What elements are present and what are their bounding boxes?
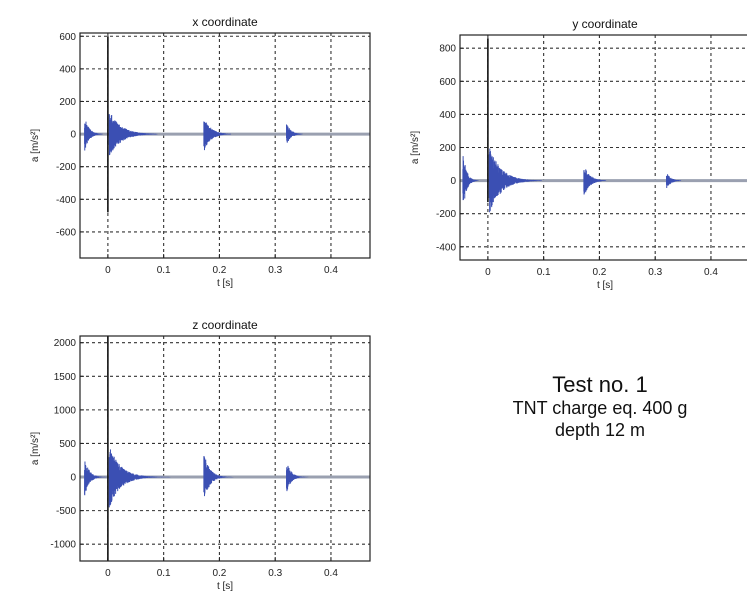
signal-trace	[80, 36, 370, 213]
x-tick-label: 0.1	[157, 265, 171, 276]
plot-frame	[459, 34, 747, 261]
x-tick-label: 0.2	[592, 267, 606, 278]
y-tick-label: 0	[70, 473, 76, 484]
chart-title: y coordinate	[572, 17, 638, 31]
x-tick-label: 0.2	[212, 568, 226, 579]
x-tick-label: 0.1	[537, 267, 551, 278]
y-tick-label: -600	[56, 227, 76, 238]
y-tick-label: 400	[59, 64, 76, 75]
x-tick-label: 0.3	[268, 568, 282, 579]
y-tick-label: -500	[56, 506, 76, 517]
y-tick-label: 600	[59, 32, 76, 43]
plot-area	[460, 35, 747, 260]
y-tick-label: -1000	[50, 540, 76, 551]
y-tick-label: 0	[450, 176, 456, 187]
y-tick-label: 600	[439, 77, 456, 88]
x-tick-label: 0.1	[157, 568, 171, 579]
y-axis-label: a [m/s²]	[30, 432, 41, 466]
y-tick-label: 200	[439, 143, 456, 154]
y-tick-label: 200	[59, 97, 76, 108]
y-tick-label: -400	[56, 195, 76, 206]
y-tick-label: 500	[59, 439, 76, 450]
x-tick-label: 0	[105, 568, 111, 579]
plot-area	[80, 336, 370, 561]
x-tick-label: 0.2	[212, 265, 226, 276]
y-tick-label: 800	[439, 44, 456, 55]
plot-frame	[79, 32, 371, 259]
y-tick-label: 1500	[54, 372, 77, 383]
x-tick-label: 0.4	[704, 267, 718, 278]
chart-title: z coordinate	[192, 318, 258, 332]
x-tick-label: 0	[485, 267, 491, 278]
signal-trace	[80, 336, 370, 561]
signal-bursts	[84, 114, 303, 156]
y-tick-label: -400	[436, 242, 456, 253]
y-axis-label: a [m/s²]	[410, 131, 421, 165]
y-tick-label: -200	[56, 162, 76, 173]
test-number-label: Test no. 1	[552, 372, 648, 397]
x-tick-label: 0.3	[648, 267, 662, 278]
y-tick-label: 1000	[54, 405, 77, 416]
chart-panel-1: 0 0.1 0.2 0.3 0.4 -600 -400 -200 0 200 400 600 x coo…	[30, 15, 371, 289]
chart-panel-3: 0 0.1 0.2 0.3 0.4 -1000 -500 0 500 1000 1500 2000 z …	[30, 318, 371, 592]
depth-label: depth 12 m	[554, 420, 646, 440]
y-tick-label: 0	[70, 130, 76, 141]
x-tick-label: 0	[105, 265, 111, 276]
signal-bursts	[84, 449, 309, 508]
x-axis-label: t [s]	[217, 278, 233, 289]
chart-panel-2: 0 0.1 0.2 0.3 0.4 -400 -200 0 200 400 600 800 y coor…	[410, 17, 747, 291]
chart-title: x coordinate	[192, 15, 258, 29]
y-tick-label: 400	[439, 110, 456, 121]
tnt-charge-label: TNT charge eq. 400 g	[512, 398, 688, 418]
x-tick-label: 0.3	[268, 265, 282, 276]
y-tick-label: -200	[436, 209, 456, 220]
x-axis-label: t [s]	[217, 581, 233, 592]
x-axis-label: t [s]	[597, 280, 613, 291]
signal-bursts	[462, 148, 682, 213]
y-axis-label: a [m/s²]	[30, 129, 41, 163]
plot-frame	[79, 335, 371, 562]
x-tick-label: 0.4	[324, 265, 338, 276]
plot-area	[80, 33, 370, 258]
x-tick-label: 0.4	[324, 568, 338, 579]
y-tick-label: 2000	[54, 338, 77, 349]
signal-trace	[460, 38, 747, 213]
